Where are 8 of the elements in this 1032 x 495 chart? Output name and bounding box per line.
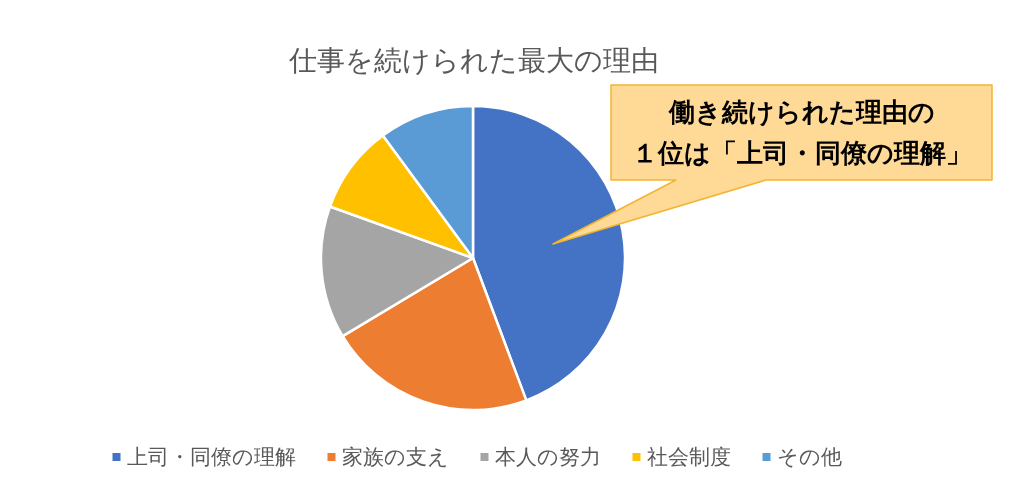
legend-label: 家族の支え <box>341 445 449 468</box>
legend-label: 社会制度 <box>646 445 731 468</box>
legend-label: 本人の努力 <box>494 445 601 468</box>
legend-label: その他 <box>776 445 842 468</box>
annotation: 働き続けられた理由の <box>668 97 935 127</box>
legend-label: 上司・同僚の理解 <box>126 445 296 468</box>
annotation: １位は「上司・同僚の理解」 <box>631 138 972 168</box>
title: 仕事を続けられた最大の理由 <box>289 45 659 76</box>
